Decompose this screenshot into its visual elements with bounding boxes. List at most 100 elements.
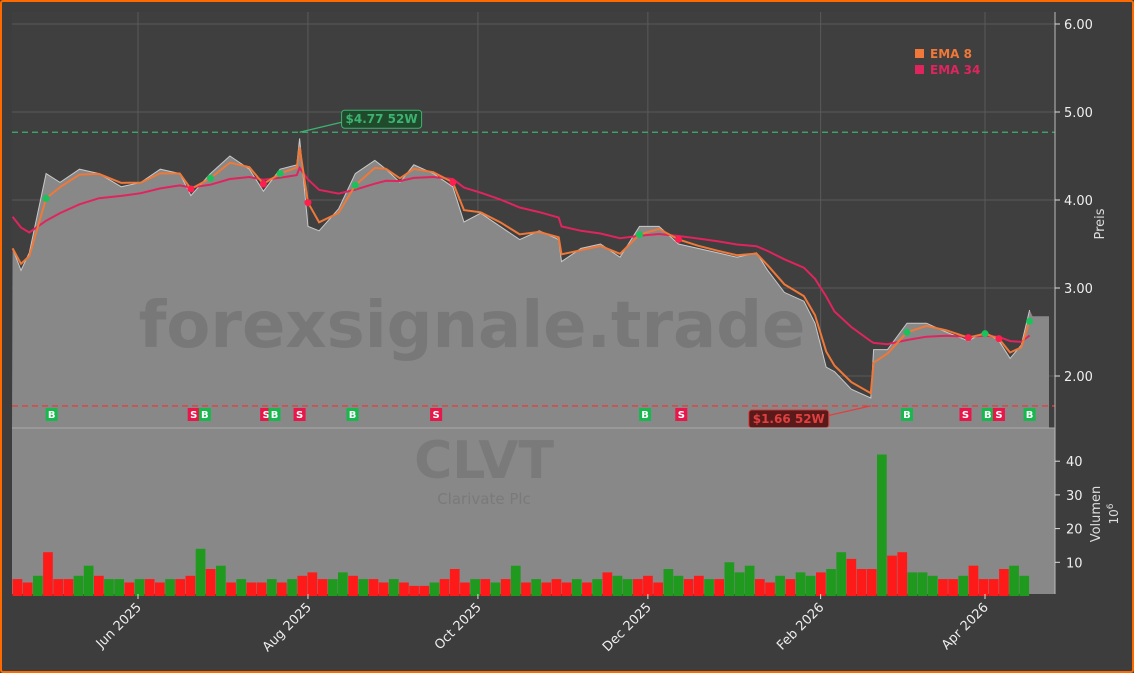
ema-cross-marker — [259, 180, 267, 188]
low-52w-label: $1.66 52W — [753, 412, 825, 426]
signal-sell-badge — [430, 408, 443, 421]
volume-bar — [338, 572, 348, 596]
ema-cross-marker — [206, 174, 214, 182]
volume-bar — [124, 582, 135, 596]
high-52w-label: $4.77 52W — [346, 112, 418, 126]
volume-bar — [633, 579, 643, 596]
signal-sell-badge — [675, 408, 688, 421]
volume-bar — [297, 575, 308, 596]
signal-sell-badge — [187, 408, 200, 421]
volume-bar — [205, 569, 216, 596]
volume-bars — [12, 454, 1030, 596]
signal-sell-badge — [959, 408, 972, 421]
signal-label: B — [984, 410, 992, 421]
volume-bar — [378, 582, 389, 596]
x-tick-label: Dec 2025 — [600, 600, 655, 655]
volume-bar — [714, 579, 724, 596]
volume-bar — [795, 572, 806, 596]
volume-bar — [1019, 575, 1030, 596]
volume-bar — [582, 582, 592, 596]
volume-bar — [175, 579, 185, 596]
annotation-arrow — [299, 121, 342, 133]
volume-bar — [724, 562, 735, 596]
signal-sell-badge — [293, 408, 306, 421]
volume-bar — [368, 579, 379, 596]
signal-label: B — [1026, 410, 1034, 421]
x-tick-label: Oct 2025 — [432, 600, 485, 653]
ema-cross-marker — [903, 328, 911, 336]
volume-bar — [22, 582, 33, 596]
volume-bar — [653, 582, 663, 596]
volume-bar — [73, 575, 84, 596]
signal-label: B — [48, 410, 56, 421]
volume-bar — [83, 565, 94, 596]
volume-bar — [643, 575, 653, 596]
signal-buy-badge — [981, 408, 994, 421]
volume-unit-base: 10 — [1107, 509, 1121, 524]
ema34-line — [11, 165, 1031, 346]
volume-tick-label: 10 — [1066, 556, 1083, 571]
signal-buy-badge — [639, 408, 652, 421]
signal-label: S — [678, 410, 685, 421]
volume-bar — [531, 579, 541, 596]
volume-bar — [958, 575, 969, 596]
volume-bar — [521, 582, 531, 596]
price-tick-label: 3.00 — [1064, 282, 1093, 297]
ema-cross-marker — [276, 170, 284, 178]
volume-bar — [43, 552, 53, 596]
volume-bar — [104, 579, 114, 596]
signal-label: S — [263, 410, 270, 421]
volume-bar — [165, 579, 175, 596]
volume-bar — [541, 582, 552, 596]
volume-bar — [33, 575, 43, 596]
volume-bar — [775, 575, 785, 596]
volume-bar — [571, 579, 582, 596]
ema-cross-marker — [42, 194, 50, 202]
volume-tick-label: 30 — [1066, 489, 1083, 504]
volume-bar — [866, 569, 877, 596]
volume-bar — [236, 579, 247, 596]
ema-cross-marker — [351, 181, 359, 189]
x-tick-label: Apr 2026 — [939, 600, 992, 653]
volume-bar — [897, 552, 908, 596]
volume-bar — [816, 572, 826, 596]
signal-buy-badge — [45, 408, 58, 421]
price-tick-label: 2.00 — [1064, 370, 1093, 385]
ema-cross-marker — [675, 235, 683, 243]
volume-bar — [500, 579, 511, 596]
volume-bar — [287, 579, 297, 596]
price-tick-label: 4.00 — [1064, 194, 1093, 209]
signal-buy-badge — [900, 408, 913, 421]
volume-bar — [561, 582, 572, 596]
ema-cross-marker — [1026, 317, 1034, 325]
volume-bar — [907, 572, 918, 596]
legend: EMA 8 EMA 34 — [915, 47, 980, 77]
volume-bar — [327, 579, 338, 596]
volume-bar — [399, 582, 409, 596]
volume-bar — [307, 572, 318, 596]
signal-buy-badge — [198, 408, 211, 421]
volume-bar — [53, 579, 63, 596]
volume-unit: 106 — [1106, 503, 1121, 524]
volume-axis-label: Volumen — [1089, 486, 1104, 543]
volume-bar — [63, 579, 74, 596]
volume-bar — [94, 575, 104, 596]
volume-bar — [805, 575, 816, 596]
ema-cross-marker — [995, 335, 1003, 343]
volume-bar — [460, 582, 470, 596]
ema-cross-marker — [449, 178, 457, 186]
signal-label: S — [296, 410, 303, 421]
volume-bar — [755, 579, 765, 596]
volume-bar — [602, 572, 613, 596]
watermark: forexsignale.trade — [139, 289, 806, 363]
volume-bar — [612, 575, 623, 596]
signal-buy-badge — [346, 408, 359, 421]
volume-bar — [114, 579, 124, 596]
signal-label: B — [349, 410, 357, 421]
volume-bar — [551, 579, 562, 596]
ema-cross-marker — [636, 231, 644, 239]
volume-bar — [622, 579, 633, 596]
volume-bar — [246, 582, 257, 596]
